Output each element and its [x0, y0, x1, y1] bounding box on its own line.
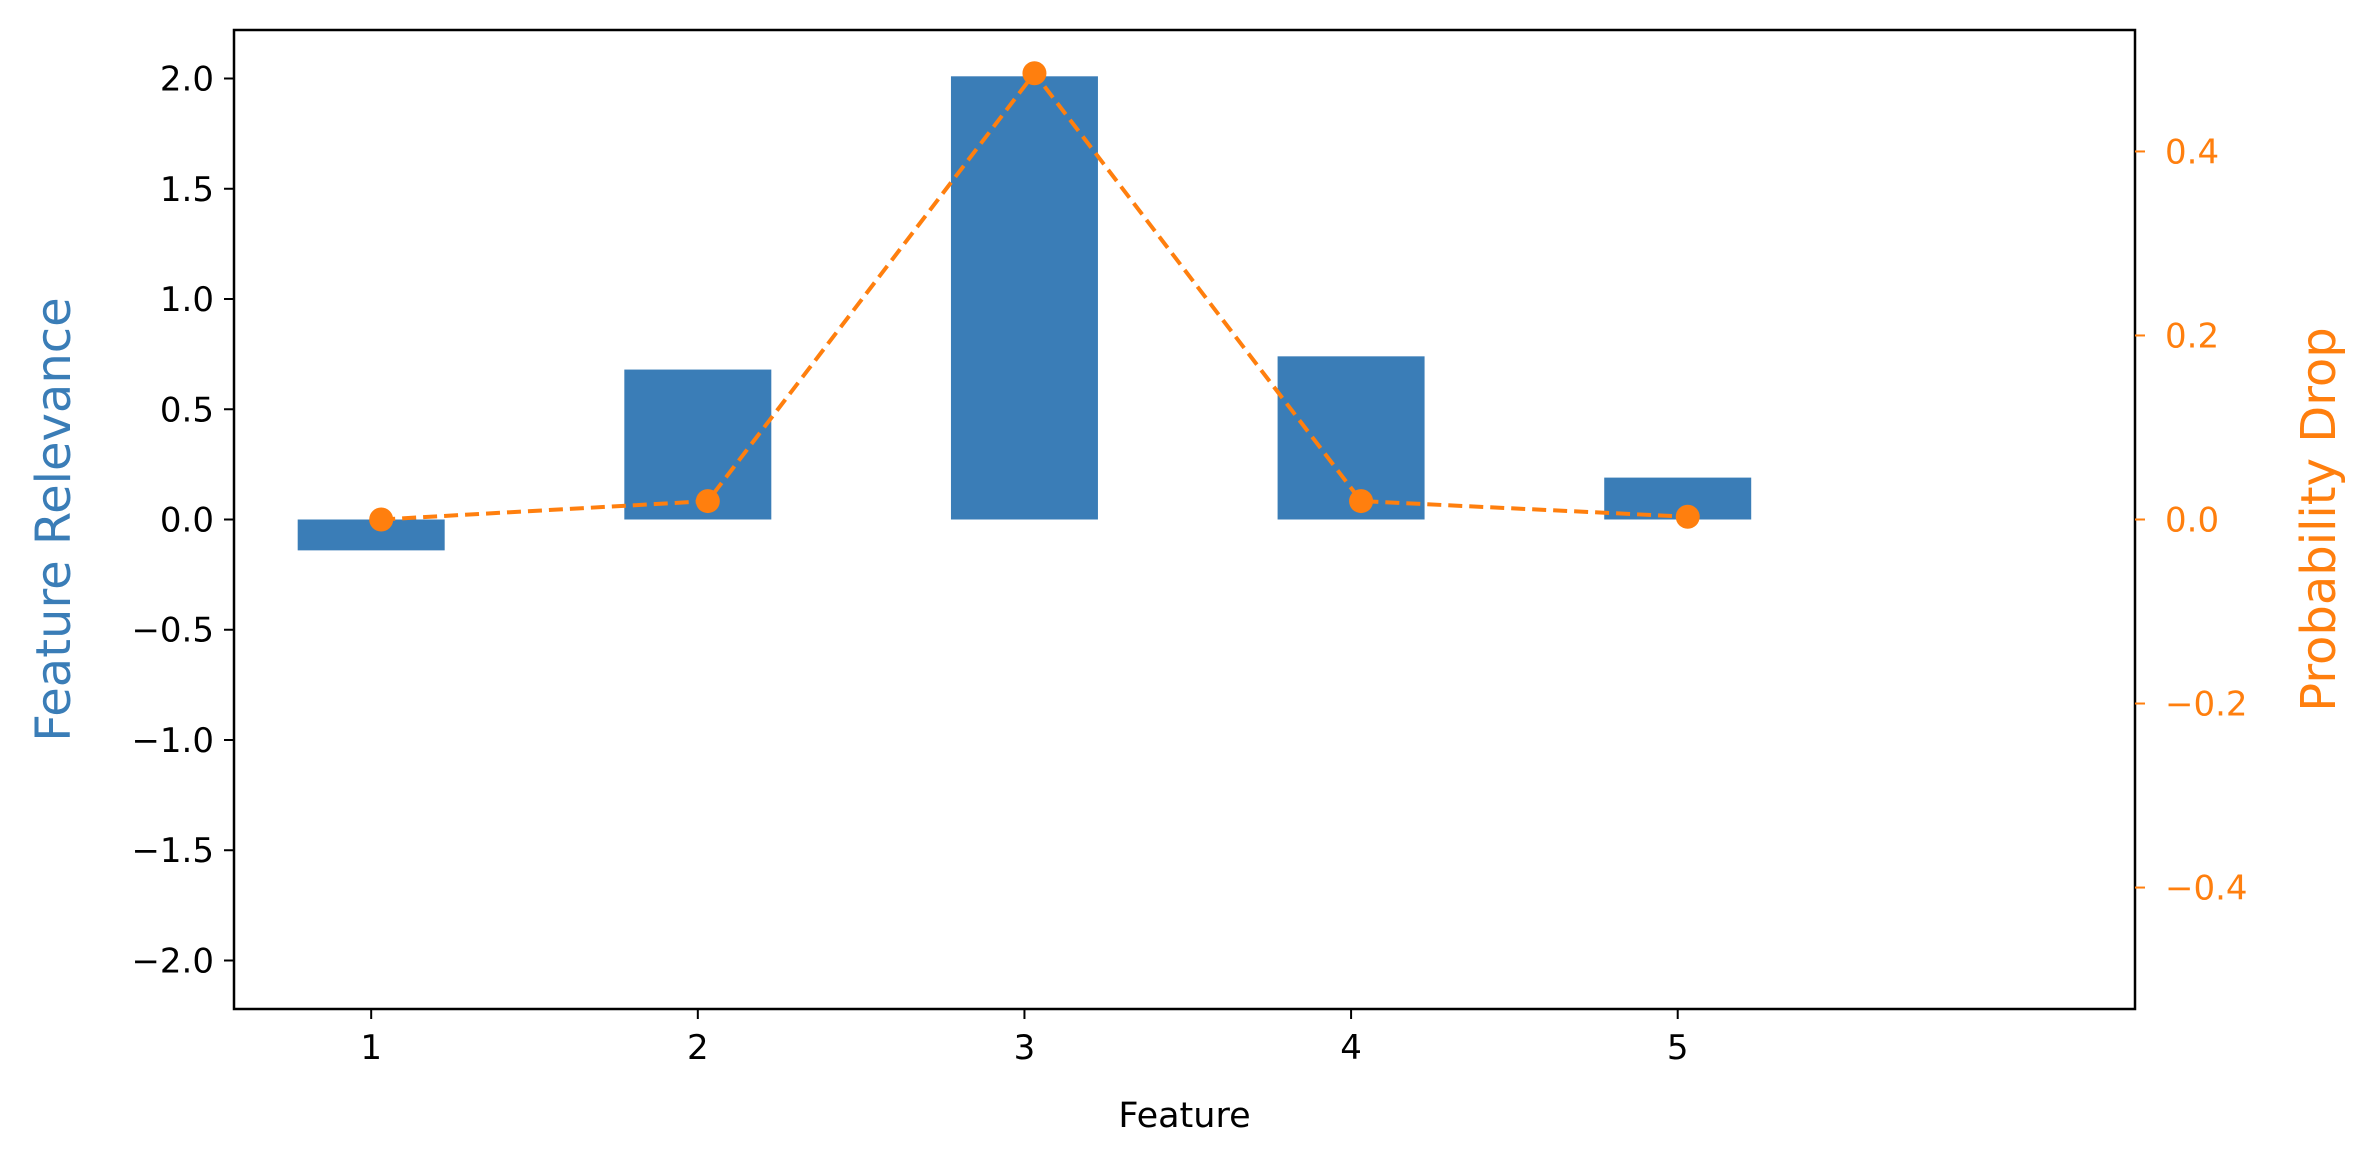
left-tick-label: 1.0 [160, 280, 214, 320]
probability-drop-point-1 [369, 507, 394, 532]
left-tick-label: −0.5 [131, 611, 214, 651]
left-tick-label: 0.0 [160, 501, 214, 541]
x-axis-label: Feature [1118, 1096, 1250, 1136]
x-tick-label: 4 [1340, 1028, 1362, 1068]
probability-drop-point-3 [1022, 61, 1047, 86]
x-tick-label: 2 [687, 1028, 709, 1068]
probability-drop-point-5 [1675, 504, 1700, 529]
left-tick-label: 2.0 [160, 60, 214, 100]
bar-feature-4 [1277, 356, 1425, 520]
probability-drop-series [369, 61, 1700, 532]
probability-drop-point-4 [1349, 489, 1374, 514]
left-axis-label: Feature Relevance [26, 297, 82, 741]
x-tick-label: 5 [1667, 1028, 1689, 1068]
bar-feature-3 [950, 76, 1098, 520]
plot-frame [232, 28, 2137, 1011]
right-tick-label: −0.4 [2165, 869, 2248, 909]
right-tick-label: 0.0 [2165, 501, 2219, 541]
right-axis: −0.4 −0.2 0.0 0.2 0.4 [2135, 132, 2248, 909]
probability-drop-point-2 [695, 489, 720, 514]
x-tick-label: 1 [360, 1028, 382, 1068]
left-tick-label: 0.5 [160, 390, 214, 430]
left-tick-label: 1.5 [160, 170, 214, 210]
right-tick-label: 0.2 [2165, 316, 2219, 356]
left-axis: −2.0 −1.5 −1.0 −0.5 0.0 0.5 1.0 1.5 2.0 [131, 60, 234, 981]
right-axis-label: Probability Drop [2291, 327, 2347, 711]
bars-group [297, 76, 1752, 551]
left-tick-label: −1.0 [131, 721, 214, 761]
right-tick-label: 0.4 [2165, 132, 2219, 172]
right-tick-label: −0.2 [2165, 685, 2248, 725]
left-tick-label: −1.5 [131, 831, 214, 871]
x-axis: 1 2 3 4 5 [360, 1009, 1689, 1068]
x-tick-label: 3 [1014, 1028, 1036, 1068]
left-tick-label: −2.0 [131, 941, 214, 981]
